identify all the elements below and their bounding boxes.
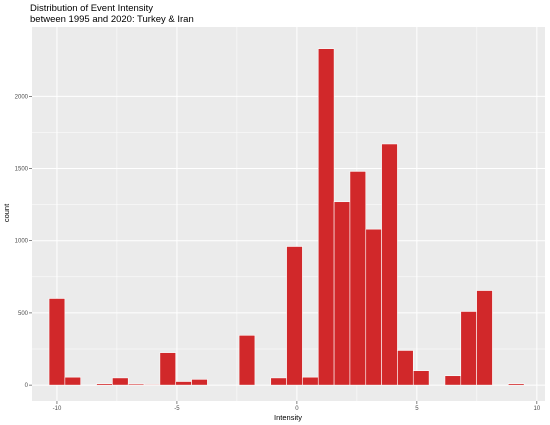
histogram-bar bbox=[286, 246, 303, 386]
histogram-bar bbox=[317, 48, 335, 386]
histogram-bar bbox=[507, 383, 525, 386]
histogram-bar bbox=[127, 383, 145, 386]
histogram-bar bbox=[143, 384, 161, 386]
x-tick-label: -10 bbox=[53, 406, 62, 412]
x-axis-ticks: -10 -5 0 5 10 bbox=[53, 401, 541, 412]
histogram-bar bbox=[48, 298, 66, 386]
histogram-bar bbox=[333, 201, 351, 386]
histogram-bar bbox=[381, 143, 398, 386]
x-axis-label: Intensity bbox=[274, 413, 302, 422]
histogram-bar bbox=[96, 383, 113, 386]
histogram-bar bbox=[159, 352, 177, 386]
y-tick-label: 0 bbox=[25, 383, 29, 389]
histogram-bar bbox=[302, 376, 319, 386]
y-tick-label: 1000 bbox=[15, 239, 29, 245]
histogram-bar bbox=[365, 228, 382, 386]
x-tick-label: 0 bbox=[295, 406, 299, 412]
histogram-bar bbox=[412, 370, 430, 386]
y-tick-label: 2000 bbox=[15, 94, 29, 100]
histogram-bar bbox=[112, 377, 129, 386]
x-tick-label: -5 bbox=[174, 406, 180, 412]
histogram-bar bbox=[397, 350, 414, 386]
x-tick-label: 5 bbox=[415, 406, 419, 412]
y-tick-label: 500 bbox=[18, 311, 29, 317]
histogram-bar bbox=[349, 171, 367, 386]
y-axis-label: count bbox=[2, 203, 11, 222]
y-axis-ticks: 0 500 1000 1500 2000 bbox=[15, 94, 32, 389]
histogram-bar bbox=[270, 377, 287, 386]
histogram-bar bbox=[444, 375, 462, 386]
histogram-bar bbox=[175, 381, 192, 386]
histogram-bars bbox=[48, 48, 525, 386]
chart-subtitle: between 1995 and 2020: Turkey & Iran bbox=[30, 14, 194, 25]
chart-title: Distribution of Event Intensity bbox=[30, 3, 153, 14]
histogram-bar bbox=[238, 334, 256, 386]
histogram-bar bbox=[191, 379, 208, 386]
x-tick-label: 10 bbox=[533, 406, 540, 412]
histogram-bar bbox=[64, 376, 82, 386]
y-tick-label: 1500 bbox=[15, 167, 29, 173]
histogram-bar bbox=[476, 290, 493, 386]
histogram-bar bbox=[460, 311, 477, 386]
